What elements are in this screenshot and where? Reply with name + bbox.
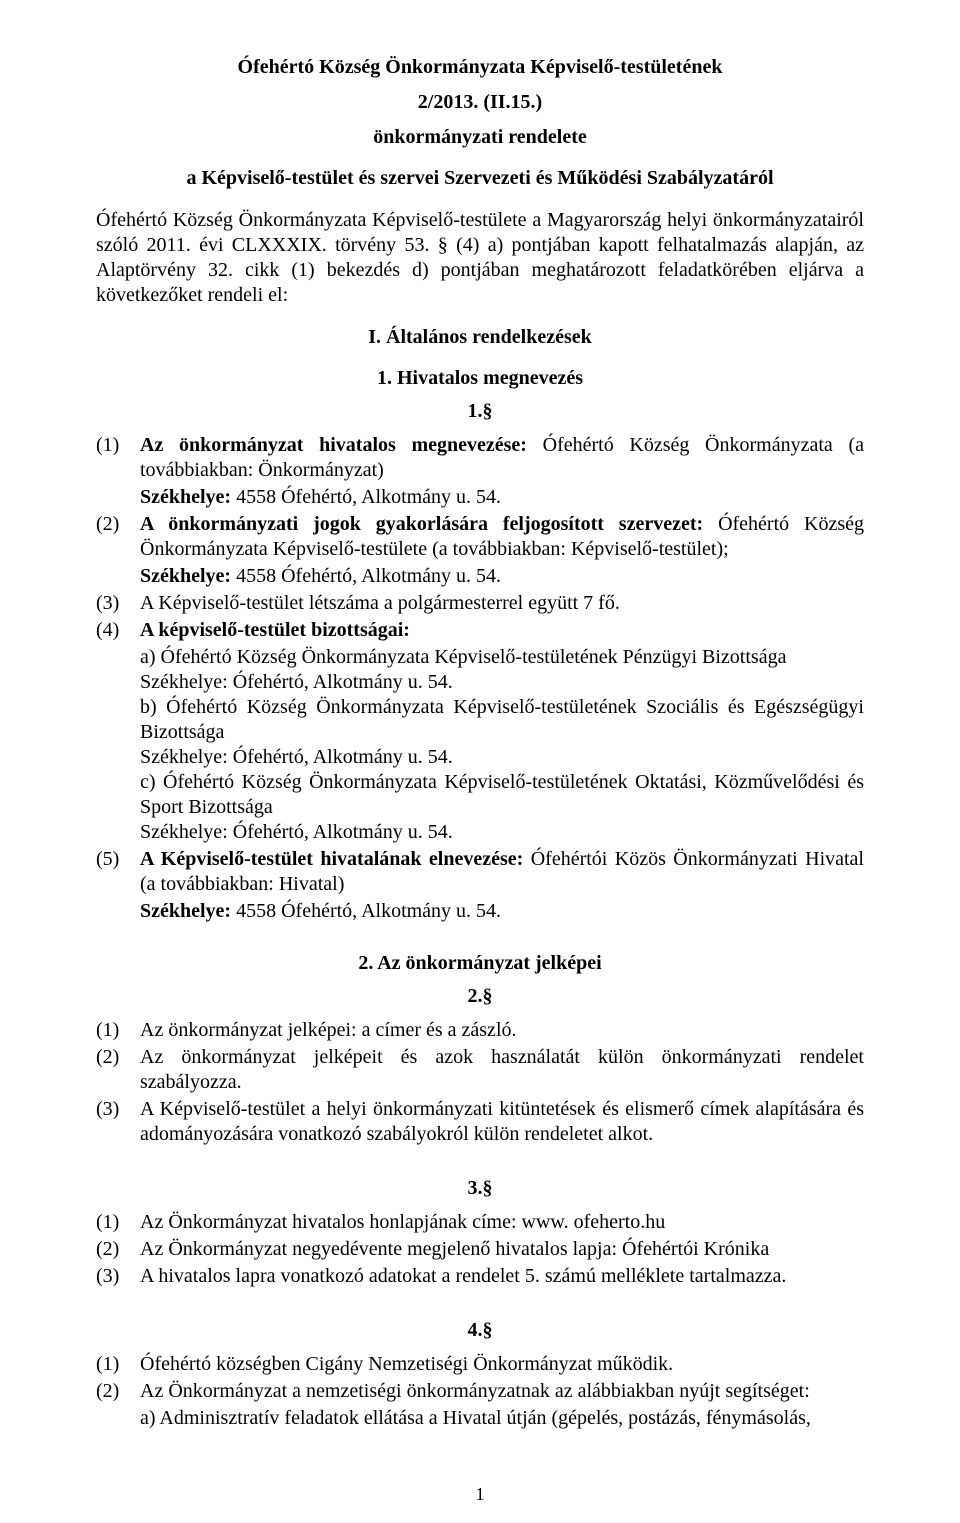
s4-p1-label: (1) xyxy=(96,1352,140,1377)
s1-p2-seat: Székhelye: 4558 Ófehértó, Alkotmány u. 5… xyxy=(140,564,864,589)
doc-title-line2: 2/2013. (II.15.) xyxy=(96,91,864,114)
s3-p1-label: (1) xyxy=(96,1210,140,1235)
s1-p1-seat-text: 4558 Ófehértó, Alkotmány u. 54. xyxy=(231,486,501,508)
s4-p2-text: Az Önkormányzat a nemzetiségi önkormányz… xyxy=(140,1379,864,1404)
s1-p5-text: A Képviselő-testület hivatalának elnevez… xyxy=(140,847,864,897)
s1-p3-text: A Képviselő-testület létszáma a polgárme… xyxy=(140,591,864,616)
s1-p4b: b) Ófehértó Község Önkormányzata Képvise… xyxy=(140,695,864,745)
section-4-list: (1) Ófehértó községben Cigány Nemzetiség… xyxy=(96,1352,864,1431)
paragraph-4-num: 4.§ xyxy=(96,1319,864,1342)
s1-p5: (5) A Képviselő-testület hivatalának eln… xyxy=(96,847,864,897)
s1-p3-label: (3) xyxy=(96,591,140,616)
s1-p5-seat-text: 4558 Ófehértó, Alkotmány u. 54. xyxy=(231,900,501,922)
s4-p1-text: Ófehértó községben Cigány Nemzetiségi Ön… xyxy=(140,1352,864,1377)
s3-p1: (1) Az Önkormányzat hivatalos honlapjána… xyxy=(96,1210,864,1235)
subsection-2-heading: 2. Az önkormányzat jelképei xyxy=(96,952,864,975)
s2-p3-label: (3) xyxy=(96,1097,140,1147)
s3-p3-text: A hivatalos lapra vonatkozó adatokat a r… xyxy=(140,1264,864,1289)
s1-p1-prefix: Az önkormányzat hivatalos megnevezése: xyxy=(140,434,527,456)
s1-p4c: c) Ófehértó Község Önkormányzata Képvise… xyxy=(140,770,864,820)
s3-p3-label: (3) xyxy=(96,1264,140,1289)
doc-title-line3: önkormányzati rendelete xyxy=(96,126,864,149)
s3-p2-label: (2) xyxy=(96,1237,140,1262)
s1-p5-prefix: A Képviselő-testület hivatalának elnevez… xyxy=(140,848,523,870)
section-2-list: (1) Az önkormányzat jelképei: a címer és… xyxy=(96,1018,864,1147)
s3-p3: (3) A hivatalos lapra vonatkozó adatokat… xyxy=(96,1264,864,1289)
s2-p3-text: A Képviselő-testület a helyi önkormányza… xyxy=(140,1097,864,1147)
s4-p2: (2) Az Önkormányzat a nemzetiségi önkorm… xyxy=(96,1379,864,1404)
s1-p5-seat: Székhelye: 4558 Ófehértó, Alkotmány u. 5… xyxy=(140,899,864,924)
s2-p2: (2) Az önkormányzat jelképeit és azok ha… xyxy=(96,1045,864,1095)
s2-p3: (3) A Képviselő-testület a helyi önkormá… xyxy=(96,1097,864,1147)
s1-p4a: a) Ófehértó Község Önkormányzata Képvise… xyxy=(140,645,864,670)
s2-p1-label: (1) xyxy=(96,1018,140,1043)
s1-p5-label: (5) xyxy=(96,847,140,897)
s1-p4a-seat: Székhelye: Ófehértó, Alkotmány u. 54. xyxy=(140,670,864,695)
s1-p2-text: A önkormányzati jogok gyakorlására feljo… xyxy=(140,512,864,562)
s4-p2-label: (2) xyxy=(96,1379,140,1404)
s1-p2-seat-label: Székhelye: xyxy=(140,565,231,587)
preamble-paragraph: Ófehértó Község Önkormányzata Képviselő-… xyxy=(96,208,864,308)
paragraph-2-num: 2.§ xyxy=(96,985,864,1008)
s1-p1-text: Az önkormányzat hivatalos megnevezése: Ó… xyxy=(140,433,864,483)
s1-p4b-seat: Székhelye: Ófehértó, Alkotmány u. 54. xyxy=(140,745,864,770)
s3-p1-text: Az Önkormányzat hivatalos honlapjának cí… xyxy=(140,1210,864,1235)
s3-p2-text: Az Önkormányzat negyedévente megjelenő h… xyxy=(140,1237,864,1262)
section-1-list: (1) Az önkormányzat hivatalos megnevezés… xyxy=(96,433,864,924)
doc-title-line1: Ófehértó Község Önkormányzata Képviselő-… xyxy=(96,56,864,79)
s1-p1-label: (1) xyxy=(96,433,140,483)
s1-p4-label: (4) xyxy=(96,618,140,643)
s1-p4-title: A képviselő-testület bizottságai: xyxy=(140,618,864,643)
s1-p5-seat-label: Székhelye: xyxy=(140,900,231,922)
s2-p1: (1) Az önkormányzat jelképei: a címer és… xyxy=(96,1018,864,1043)
s3-p2: (2) Az Önkormányzat negyedévente megjele… xyxy=(96,1237,864,1262)
s1-p1: (1) Az önkormányzat hivatalos megnevezés… xyxy=(96,433,864,483)
s2-p2-label: (2) xyxy=(96,1045,140,1095)
section-3-list: (1) Az Önkormányzat hivatalos honlapjána… xyxy=(96,1210,864,1289)
subsection-1-heading: 1. Hivatalos megnevezés xyxy=(96,367,864,390)
paragraph-3-num: 3.§ xyxy=(96,1177,864,1200)
s4-p1: (1) Ófehértó községben Cigány Nemzetiség… xyxy=(96,1352,864,1377)
s2-p1-text: Az önkormányzat jelképei: a címer és a z… xyxy=(140,1018,864,1043)
s1-p4: (4) A képviselő-testület bizottságai: xyxy=(96,618,864,643)
s4-p2a: a) Adminisztratív feladatok ellátása a H… xyxy=(140,1406,864,1431)
s1-p3: (3) A Képviselő-testület létszáma a polg… xyxy=(96,591,864,616)
page-number: 1 xyxy=(0,1484,960,1505)
paragraph-1-num: 1.§ xyxy=(96,400,864,423)
s1-p2-label: (2) xyxy=(96,512,140,562)
s2-p2-text: Az önkormányzat jelképeit és azok haszná… xyxy=(140,1045,864,1095)
doc-subtitle: a Képviselő-testület és szervei Szerveze… xyxy=(96,167,864,190)
document-page: Ófehértó Község Önkormányzata Képviselő-… xyxy=(0,0,960,1523)
section-I-heading: I. Általános rendelkezések xyxy=(96,326,864,349)
s1-p2-prefix: A önkormányzati jogok gyakorlására feljo… xyxy=(140,513,703,535)
s1-p4c-seat: Székhelye: Ófehértó, Alkotmány u. 54. xyxy=(140,820,864,845)
s1-p2-seat-text: 4558 Ófehértó, Alkotmány u. 54. xyxy=(231,565,501,587)
s1-p1-seat: Székhelye: 4558 Ófehértó, Alkotmány u. 5… xyxy=(140,485,864,510)
s1-p1-seat-label: Székhelye: xyxy=(140,486,231,508)
s1-p2: (2) A önkormányzati jogok gyakorlására f… xyxy=(96,512,864,562)
